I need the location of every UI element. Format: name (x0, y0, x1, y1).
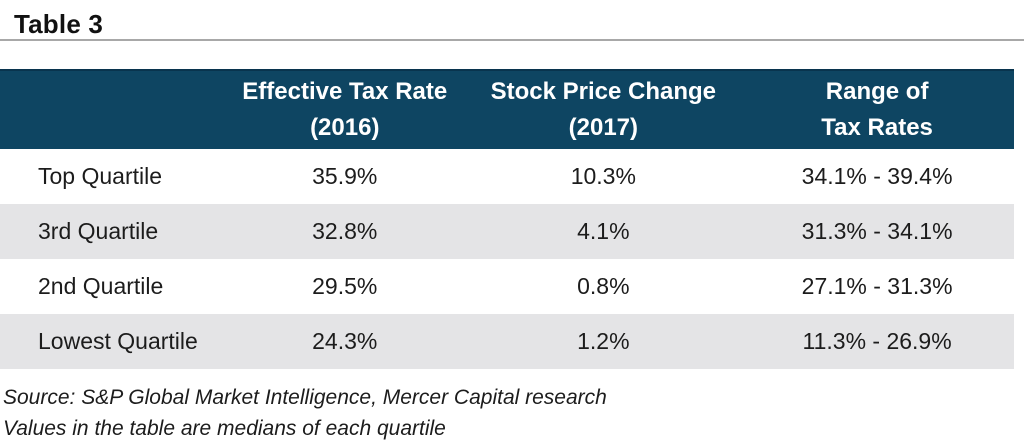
row-label: Top Quartile (38, 163, 163, 189)
source-note: Source: S&P Global Market Intelligence, … (3, 386, 607, 409)
cell-stock-price-change: 10.3% (570, 163, 636, 189)
header-line: Range of (825, 78, 929, 105)
header-row: Effective Tax Rate (2016) Stock Price Ch… (0, 69, 1014, 149)
header-line: Tax Rates (821, 114, 933, 141)
table-row-lowest-quartile: Lowest Quartile 24.3% 1.2% 11.3% - 26.9% (0, 314, 1014, 369)
cell-stock-price-change: 1.2% (466, 314, 741, 369)
page-title: Table 3 (0, 0, 1024, 41)
table-row-3rd-quartile: 3rd Quartile 32.8% 4.1% 31.3% - 34.1% (0, 204, 1014, 259)
header-line: (2016) (310, 114, 380, 141)
row-label: Lowest Quartile (0, 314, 224, 369)
footnotes: Source: S&P Global Market Intelligence, … (0, 382, 1024, 444)
cell-effective-tax-rate: 35.9% (312, 163, 378, 189)
header-cell-blank (0, 69, 224, 149)
table-row-2nd-quartile: 2nd Quartile 29.5% 0.8% 27.1% - 31.3% (0, 259, 1014, 314)
table-row-top-quartile: Top Quartile 35.9% 10.3% 34.1% - 39.4% (0, 149, 1014, 204)
header-line: (2017) (568, 114, 638, 141)
cell-effective-tax-rate: 29.5% (312, 273, 378, 299)
header-cell-effective-tax-rate: Effective Tax Rate (2016) (223, 69, 467, 149)
row-label: 2nd Quartile (38, 273, 164, 299)
row-label: 3rd Quartile (0, 204, 224, 259)
header-cell-range-of-tax-rates: Range of Tax Rates (740, 69, 1014, 149)
header-cell-stock-price-change: Stock Price Change (2017) (466, 69, 741, 149)
cell-tax-rate-range: 11.3% - 26.9% (740, 314, 1014, 369)
cell-effective-tax-rate: 32.8% (223, 204, 467, 259)
cell-stock-price-change: 0.8% (577, 273, 630, 299)
cell-tax-rate-range: 31.3% - 34.1% (740, 204, 1014, 259)
cell-tax-rate-range: 34.1% - 39.4% (801, 163, 953, 189)
header-line: Effective Tax Rate (242, 78, 448, 105)
medians-note: Values in the table are medians of each … (3, 417, 446, 440)
quartile-tax-table: Effective Tax Rate (2016) Stock Price Ch… (0, 69, 1014, 369)
cell-effective-tax-rate: 24.3% (223, 314, 467, 369)
cell-stock-price-change: 4.1% (466, 204, 741, 259)
cell-tax-rate-range: 27.1% - 31.3% (801, 273, 953, 299)
header-line: Stock Price Change (490, 78, 717, 105)
